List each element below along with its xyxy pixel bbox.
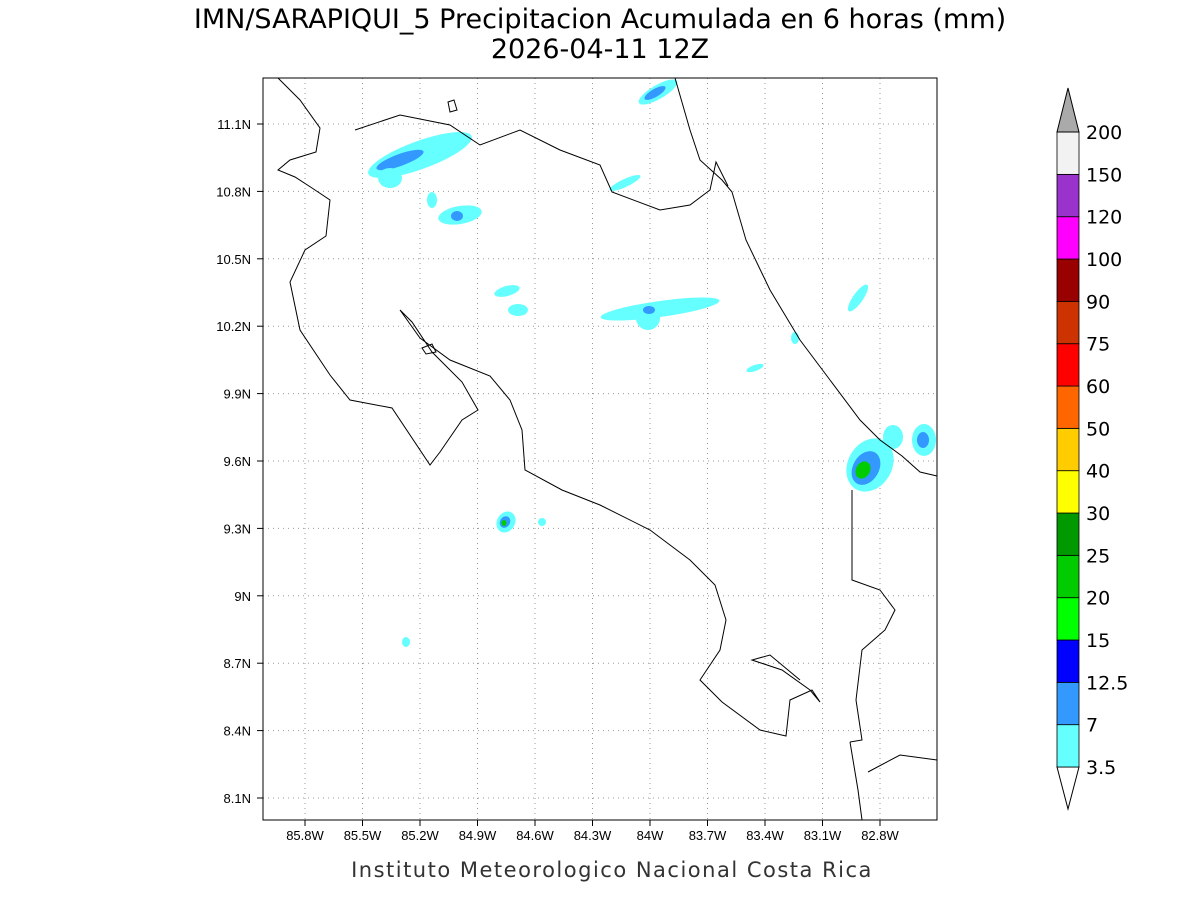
colorbar-segment xyxy=(1056,385,1080,429)
lat-tick-label: 10.5N xyxy=(216,252,251,267)
lon-tick-label: 83.7W xyxy=(689,828,727,843)
lon-tick-label: 85.2W xyxy=(401,828,439,843)
colorbar-label: 100 xyxy=(1086,249,1122,271)
precipitation xyxy=(368,79,936,647)
colorbar-label: 25 xyxy=(1086,545,1110,567)
lat-tick-label: 9.3N xyxy=(224,521,251,536)
colorbar-below xyxy=(1056,766,1080,811)
colorbar-label: 50 xyxy=(1086,418,1110,440)
colorbar-label: 7 xyxy=(1086,715,1098,737)
colorbar-label: 75 xyxy=(1086,334,1110,356)
lon-tick-label: 84.9W xyxy=(459,828,497,843)
colorbar-label: 200 xyxy=(1086,122,1122,144)
colorbar-label: 20 xyxy=(1086,588,1110,610)
lat-tick-label: 10.8N xyxy=(216,184,251,199)
lat-tick-label: 8.1N xyxy=(224,791,251,806)
lat-tick-label: 9N xyxy=(234,589,251,604)
lon-tick-label: 83.1W xyxy=(804,828,842,843)
coastlines xyxy=(277,77,938,821)
map-subtitle: 2026-04-11 12Z xyxy=(491,34,709,65)
colorbar-segment xyxy=(1056,173,1080,218)
lon-tick-label: 84.6W xyxy=(516,828,554,843)
grid xyxy=(263,78,937,820)
lon-tick-label: 82.8W xyxy=(861,828,899,843)
colorbar-segment xyxy=(1056,216,1080,260)
colorbar-label: 3.5 xyxy=(1086,757,1116,779)
lat-tick-label: 8.7N xyxy=(224,656,251,671)
colorbar-segment xyxy=(1056,427,1080,472)
colorbar-label: 120 xyxy=(1086,207,1122,229)
colorbar-label: 12.5 xyxy=(1086,672,1128,694)
lon-tick-label: 85.5W xyxy=(344,828,382,843)
colorbar-label: 40 xyxy=(1086,461,1110,483)
colorbar-segment xyxy=(1056,470,1080,514)
lat-tick-label: 10.2N xyxy=(216,319,251,334)
colorbar-segment xyxy=(1056,681,1080,726)
lon-tick-label: 84W xyxy=(637,828,664,843)
lat-tick-label: 9.9N xyxy=(224,387,251,402)
lat-tick-label: 11.1N xyxy=(217,117,251,132)
map-frame xyxy=(262,77,938,821)
lat-tick-label: 9.6N xyxy=(224,454,251,469)
colorbar: 3.5 7 12.5 15 20 25 30 40 50 60 75 90 100 120 150 200 xyxy=(1056,87,1128,811)
colorbar-segment xyxy=(1056,554,1080,599)
colorbar-segment xyxy=(1056,300,1080,345)
colorbar-segment xyxy=(1056,724,1080,768)
colorbar-segment xyxy=(1056,258,1080,302)
colorbar-above xyxy=(1056,87,1080,133)
colorbar-label: 15 xyxy=(1086,630,1110,652)
colorbar-segment xyxy=(1056,639,1080,683)
lat-tick-label: 8.4N xyxy=(224,724,251,739)
colorbar-label: 90 xyxy=(1086,291,1110,313)
colorbar-segment xyxy=(1056,597,1080,641)
colorbar-segment xyxy=(1056,343,1080,387)
colorbar-label: 30 xyxy=(1086,503,1110,525)
map-title: IMN/SARAPIQUI_5 Precipitacion Acumulada … xyxy=(194,4,1006,35)
lon-tick-label: 83.4W xyxy=(746,828,784,843)
axes: 11.1N 10.8N 10.5N 10.2N 9.9N 9.6N 9.3N 9N 8.7N 8.… xyxy=(216,117,899,843)
colorbar-label: 150 xyxy=(1086,164,1122,186)
colorbar-label: 60 xyxy=(1086,376,1110,398)
footer-credit: Instituto Meteorologico Nacional Costa R… xyxy=(351,858,873,882)
lon-tick-label: 84.3W xyxy=(574,828,612,843)
colorbar-segment xyxy=(1056,512,1080,556)
colorbar-segment xyxy=(1056,131,1080,175)
lon-tick-label: 85.8W xyxy=(286,828,324,843)
